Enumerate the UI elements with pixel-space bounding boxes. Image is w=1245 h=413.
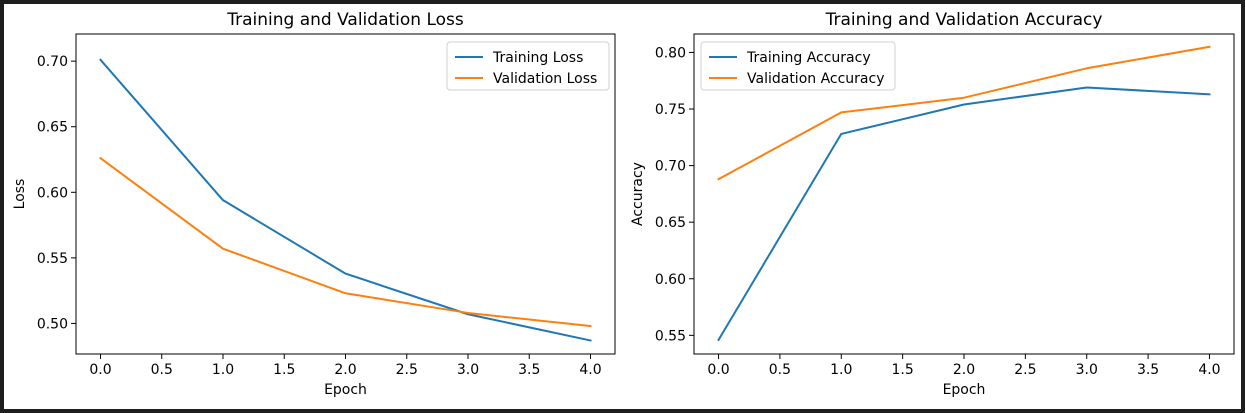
y-tick-label: 0.60 bbox=[655, 272, 686, 288]
legend-box bbox=[446, 41, 610, 91]
x-tick-label: 2.0 bbox=[334, 362, 356, 378]
x-tick-label: 1.5 bbox=[273, 362, 295, 378]
legend: Training Loss Validation Loss bbox=[446, 41, 610, 91]
y-tick-label: 0.75 bbox=[655, 102, 686, 118]
legend-box bbox=[700, 41, 896, 91]
y-tick-label: 0.55 bbox=[37, 251, 68, 267]
series-line-training bbox=[717, 86, 1211, 342]
x-tick-label: 2.5 bbox=[396, 362, 418, 378]
y-tick-label: 0.60 bbox=[37, 185, 68, 201]
axes-frame bbox=[693, 33, 1235, 355]
x-tick-label: 3.0 bbox=[457, 362, 479, 378]
y-axis-label: Accuracy bbox=[630, 162, 646, 226]
x-tick-label: 4.0 bbox=[1198, 362, 1220, 378]
x-tick-label: 1.0 bbox=[212, 362, 234, 378]
y-tick-label: 0.70 bbox=[655, 159, 686, 175]
series-line-validation bbox=[99, 156, 592, 328]
x-axis-label: Epoch bbox=[943, 382, 986, 398]
chart-figure: Training and Validation Loss 0.0 0.5 1.0 1.5… bbox=[12, 10, 1235, 398]
y-tick-label: 0.80 bbox=[655, 45, 686, 61]
x-tick-label: 3.5 bbox=[518, 362, 540, 378]
y-tick-label: 0.50 bbox=[37, 316, 68, 332]
series-line-training bbox=[99, 58, 592, 342]
y-tick-label: 0.70 bbox=[37, 54, 68, 70]
chart-title: Training and Validation Accuracy bbox=[825, 10, 1103, 30]
figure: Training and Validation Loss 0.0 0.5 1.0 1.5… bbox=[4, 4, 1241, 409]
x-tick-label: 3.0 bbox=[1076, 362, 1098, 378]
x-tick-label: 3.5 bbox=[1137, 362, 1159, 378]
x-tick-label: 1.5 bbox=[892, 362, 914, 378]
legend-label: Validation Loss bbox=[493, 71, 597, 87]
y-tick-label: 0.65 bbox=[37, 120, 68, 136]
chart-title: Training and Validation Loss bbox=[226, 10, 464, 30]
x-tick-label: 2.0 bbox=[953, 362, 975, 378]
x-tick-label: 4.0 bbox=[579, 362, 601, 378]
x-tick-label: 0.5 bbox=[769, 362, 791, 378]
axes-frame bbox=[75, 33, 616, 355]
x-tick-label: 0.5 bbox=[151, 362, 173, 378]
accuracy-chart: Training and Validation Accuracy 0.0 0.5 1.… bbox=[630, 10, 1235, 398]
legend-label: Validation Accuracy bbox=[747, 71, 885, 87]
x-tick-label: 0.0 bbox=[707, 362, 729, 378]
x-axis-label: Epoch bbox=[324, 382, 367, 398]
legend: Training Accuracy Validation Accuracy bbox=[700, 41, 896, 91]
y-tick-label: 0.55 bbox=[655, 328, 686, 344]
legend-label: Training Accuracy bbox=[746, 50, 871, 66]
series-line-validation bbox=[717, 45, 1211, 181]
x-tick-label: 2.5 bbox=[1014, 362, 1036, 378]
x-tick-label: 0.0 bbox=[89, 362, 111, 378]
loss-chart: Training and Validation Loss 0.0 0.5 1.0 1.5… bbox=[12, 10, 616, 398]
y-tick-label: 0.65 bbox=[655, 215, 686, 231]
legend-label: Training Loss bbox=[492, 50, 583, 66]
y-axis-label: Loss bbox=[12, 179, 28, 210]
x-tick-label: 1.0 bbox=[830, 362, 852, 378]
